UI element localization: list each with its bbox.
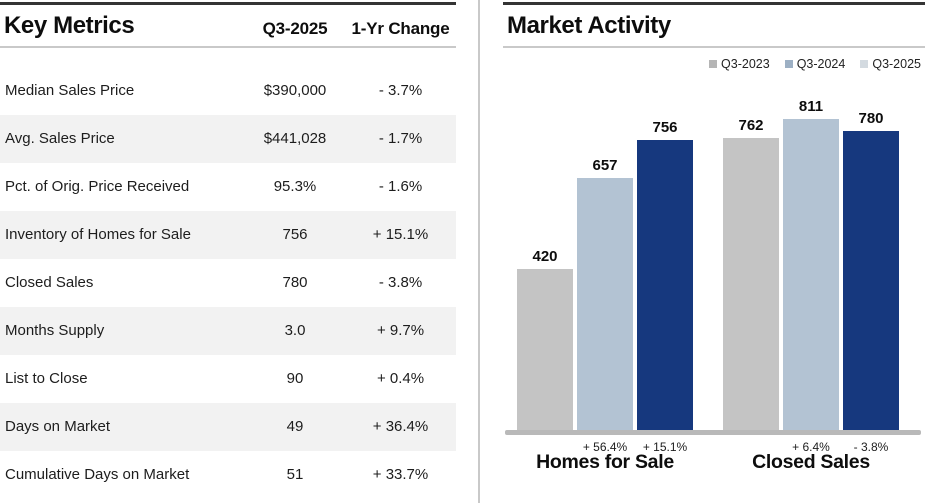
metric-change: + 36.4%	[372, 418, 429, 435]
metric-value: 756	[282, 226, 308, 243]
metric-label: Median Sales Price	[5, 82, 135, 99]
table-row: Inventory of Homes for Sale 756 + 15.1%	[0, 211, 456, 259]
legend-item: Q3-2023	[709, 57, 770, 71]
table-row: Months Supply 3.0 + 9.7%	[0, 307, 456, 355]
vertical-divider	[478, 0, 480, 503]
metric-label: Days on Market	[5, 418, 111, 435]
x-axis-line	[505, 430, 921, 435]
column-header-quarter: Q3-2025	[262, 19, 328, 38]
table-row: Cumulative Days on Market 51 + 33.7%	[0, 451, 456, 499]
key-metrics-header: Key Metrics Q3-2025 1-Yr Change	[0, 5, 456, 48]
table-row: List to Close 90 + 0.4%	[0, 355, 456, 403]
top-rule	[503, 2, 925, 5]
metric-value: 90	[286, 370, 304, 387]
market-activity-panel: Market Activity Q3-2023 Q3-2024 Q3-2025 42…	[503, 0, 925, 503]
pct-change-label: - 3.8%	[853, 440, 889, 454]
category-label: Closed Sales	[752, 451, 870, 473]
legend-label: Q3-2025	[872, 57, 921, 71]
key-metrics-table: Median Sales Price $390,000 - 3.7% Avg. Sal…	[0, 67, 456, 499]
legend-label: Q3-2024	[796, 57, 846, 71]
legend-swatch-icon	[860, 60, 869, 68]
legend-swatch-icon	[709, 60, 718, 68]
category-label: Homes for Sale	[536, 451, 674, 473]
metric-change: + 33.7%	[372, 466, 429, 483]
legend-label: Q3-2023	[721, 57, 770, 71]
table-row: Closed Sales 780 - 3.8%	[0, 259, 456, 307]
table-row: Avg. Sales Price $441,028 - 1.7%	[0, 115, 456, 163]
pct-change-label: + 15.1%	[642, 440, 688, 454]
bar-q3-2023-homes	[517, 269, 573, 430]
metric-change: + 0.4%	[376, 370, 425, 387]
metric-value: 95.3%	[273, 178, 317, 195]
bar-value-label: 420	[532, 248, 558, 265]
metric-label: Inventory of Homes for Sale	[5, 226, 191, 243]
metric-label: Months Supply	[5, 322, 105, 339]
bar-value-label: 780	[858, 110, 884, 127]
metric-value: $390,000	[263, 82, 327, 99]
bar-value-label: 756	[652, 119, 678, 136]
column-header-change: 1-Yr Change	[351, 19, 450, 38]
key-metrics-title: Key Metrics	[4, 12, 135, 39]
bar-q3-2023-closed	[723, 138, 779, 430]
bar-q3-2025-closed	[843, 131, 899, 430]
legend-swatch-icon	[784, 60, 793, 68]
metric-label: Closed Sales	[5, 274, 94, 291]
key-metrics-panel: Key Metrics Q3-2025 1-Yr Change Median S…	[0, 0, 456, 503]
metric-value: 51	[286, 466, 304, 483]
metric-label: Pct. of Orig. Price Received	[5, 178, 190, 195]
bar-chart: 420 657 + 56.4% 756 + 15.1% Homes for Sale 762…	[503, 0, 925, 503]
bar-value-label: 657	[592, 157, 618, 174]
bar-q3-2025-homes	[637, 140, 693, 430]
metric-change: + 15.1%	[372, 226, 429, 243]
metric-change: - 3.7%	[378, 82, 423, 99]
legend-item: Q3-2025	[860, 57, 921, 71]
metric-change: - 3.8%	[378, 274, 423, 291]
market-activity-title: Market Activity	[507, 12, 671, 39]
metric-change: - 1.6%	[378, 178, 423, 195]
table-row: Median Sales Price $390,000 - 3.7%	[0, 67, 456, 115]
metric-value: 3.0	[284, 322, 306, 339]
metric-label: List to Close	[5, 370, 88, 387]
market-activity-header: Market Activity	[503, 5, 925, 48]
bar-q3-2024-closed	[783, 119, 839, 430]
bar-value-label: 762	[738, 117, 764, 134]
metric-change: - 1.7%	[378, 130, 423, 147]
metric-value: 49	[286, 418, 304, 435]
pct-change-label: + 56.4%	[582, 440, 628, 454]
metric-value: 780	[282, 274, 308, 291]
metric-label: Cumulative Days on Market	[5, 466, 190, 483]
metric-label: Avg. Sales Price	[5, 130, 115, 147]
metric-change: + 9.7%	[376, 322, 425, 339]
table-row: Days on Market 49 + 36.4%	[0, 403, 456, 451]
top-rule	[0, 2, 456, 5]
legend-item: Q3-2024	[784, 57, 846, 71]
metric-value: $441,028	[263, 130, 327, 147]
bar-value-label: 811	[798, 98, 824, 115]
chart-legend: Q3-2023 Q3-2024 Q3-2025	[709, 57, 921, 71]
bar-q3-2024-homes	[577, 178, 633, 430]
table-row: Pct. of Orig. Price Received 95.3% - 1.6%	[0, 163, 456, 211]
pct-change-label: + 6.4%	[792, 440, 830, 454]
